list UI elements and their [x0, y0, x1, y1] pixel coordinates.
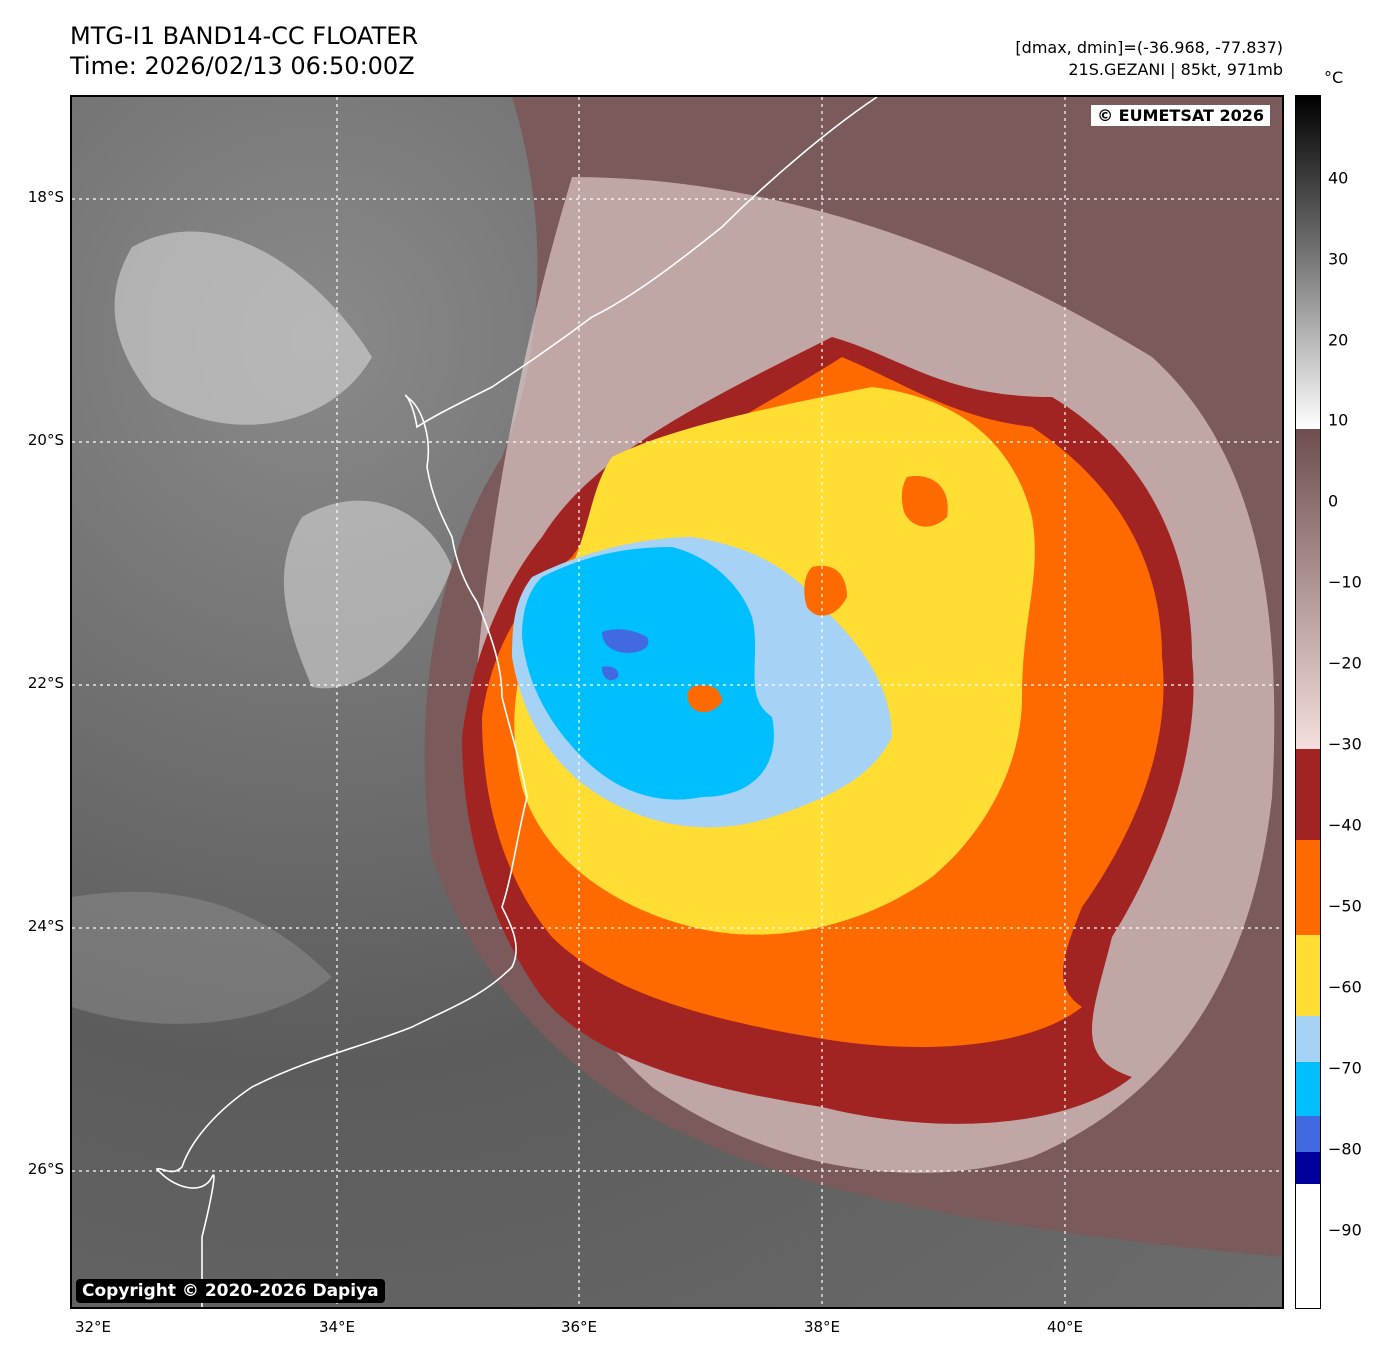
colorbar-scale: [1296, 96, 1320, 1308]
colorbar-tick: −20: [1328, 653, 1362, 673]
lon-label: 34°E: [318, 1318, 356, 1336]
lon-label: 38°E: [803, 1318, 841, 1336]
colorbar-tick: −40: [1328, 815, 1362, 835]
eumetsat-watermark: © EUMETSAT 2026: [1091, 105, 1270, 126]
lon-label: 40°E: [1046, 1318, 1084, 1336]
colorbar-tick: −10: [1328, 572, 1362, 592]
lat-label: 22°S: [27, 674, 64, 692]
colorbar-tick: −50: [1328, 896, 1362, 916]
colorbar-tick: 0: [1328, 491, 1339, 511]
colorbar: [1295, 95, 1321, 1309]
colorbar-tick: −60: [1328, 977, 1362, 997]
colorbar-tick: 10: [1328, 410, 1349, 430]
lat-label: 20°S: [27, 431, 64, 449]
lat-label: 26°S: [27, 1160, 64, 1178]
satellite-imagery: [72, 97, 1282, 1307]
timestamp: Time: 2026/02/13 06:50:00Z: [70, 52, 415, 80]
lon-label: 32°E: [74, 1318, 112, 1336]
colorbar-tick: 30: [1328, 249, 1349, 269]
data-range-text: [dmax, dmin]=(-36.968, -77.837): [1015, 38, 1283, 57]
satellite-image: © EUMETSAT 2026 Copyright © 2020-2026 Da…: [70, 95, 1284, 1309]
copyright-watermark: Copyright © 2020-2026 Dapiya: [76, 1279, 385, 1303]
colorbar-tick: −90: [1328, 1220, 1362, 1240]
chart-title: MTG-I1 BAND14-CC FLOATER: [70, 22, 419, 50]
colorbar-tick: −80: [1328, 1139, 1362, 1159]
lat-label: 24°S: [27, 917, 64, 935]
lon-label: 36°E: [560, 1318, 598, 1336]
storm-info-text: 21S.GEZANI | 85kt, 971mb: [1068, 60, 1283, 79]
colorbar-tick: 20: [1328, 330, 1349, 350]
colorbar-tick: 40: [1328, 168, 1349, 188]
colorbar-tick: −30: [1328, 734, 1362, 754]
colorbar-tick: −70: [1328, 1058, 1362, 1078]
lat-label: 18°S: [27, 188, 64, 206]
colorbar-unit: °C: [1324, 68, 1344, 87]
